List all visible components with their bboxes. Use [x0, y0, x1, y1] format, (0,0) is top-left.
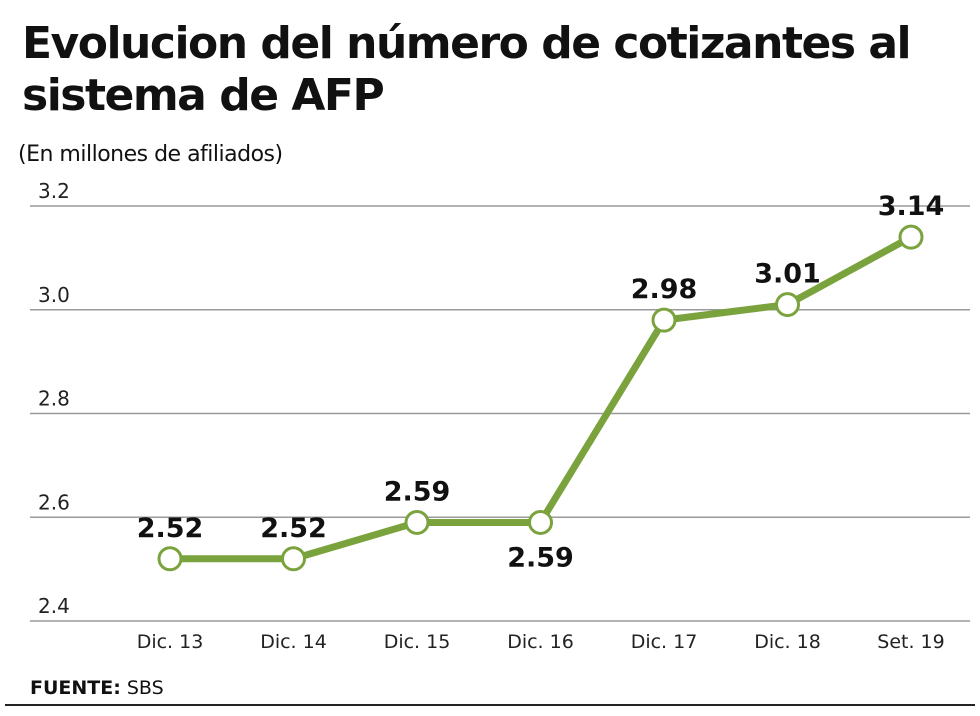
chart-title: Evolucion del número de cotizantes al si… [22, 18, 912, 121]
data-label: 2.98 [631, 274, 698, 305]
y-tick-label: 3.0 [38, 283, 70, 307]
bottom-rule [5, 704, 975, 706]
data-point [528, 509, 553, 535]
chart-subtitle: (En millones de afiliados) [18, 142, 283, 167]
data-label: 2.52 [260, 513, 327, 544]
data-label: 2.59 [384, 476, 451, 507]
data-label: 2.52 [137, 513, 204, 544]
x-tick-label: Dic. 14 [260, 631, 327, 653]
y-tick-label: 3.2 [38, 179, 70, 203]
data-point [404, 509, 430, 535]
x-tick-label: Dic. 15 [384, 631, 451, 653]
x-tick-label: Dic. 16 [507, 631, 574, 653]
x-tick-label: Set. 19 [877, 631, 944, 653]
data-point [157, 546, 183, 572]
x-tick-label: Dic. 18 [754, 631, 821, 653]
data-point [775, 292, 800, 318]
data-point [651, 307, 677, 333]
x-tick-label: Dic. 17 [631, 631, 698, 653]
data-label: 3.14 [878, 191, 945, 222]
data-label: 2.59 [507, 542, 574, 573]
y-tick-label: 2.4 [38, 594, 70, 618]
x-tick-label: Dic. 13 [137, 631, 204, 653]
y-tick-label: 2.8 [38, 387, 70, 411]
data-label: 3.01 [754, 259, 821, 290]
data-point [898, 224, 924, 250]
source-note: FUENTE: SBS [30, 677, 164, 699]
y-tick-label: 2.6 [38, 490, 70, 514]
data-point [281, 546, 306, 572]
source-label: FUENTE: [30, 677, 121, 699]
source-value: SBS [126, 677, 164, 699]
